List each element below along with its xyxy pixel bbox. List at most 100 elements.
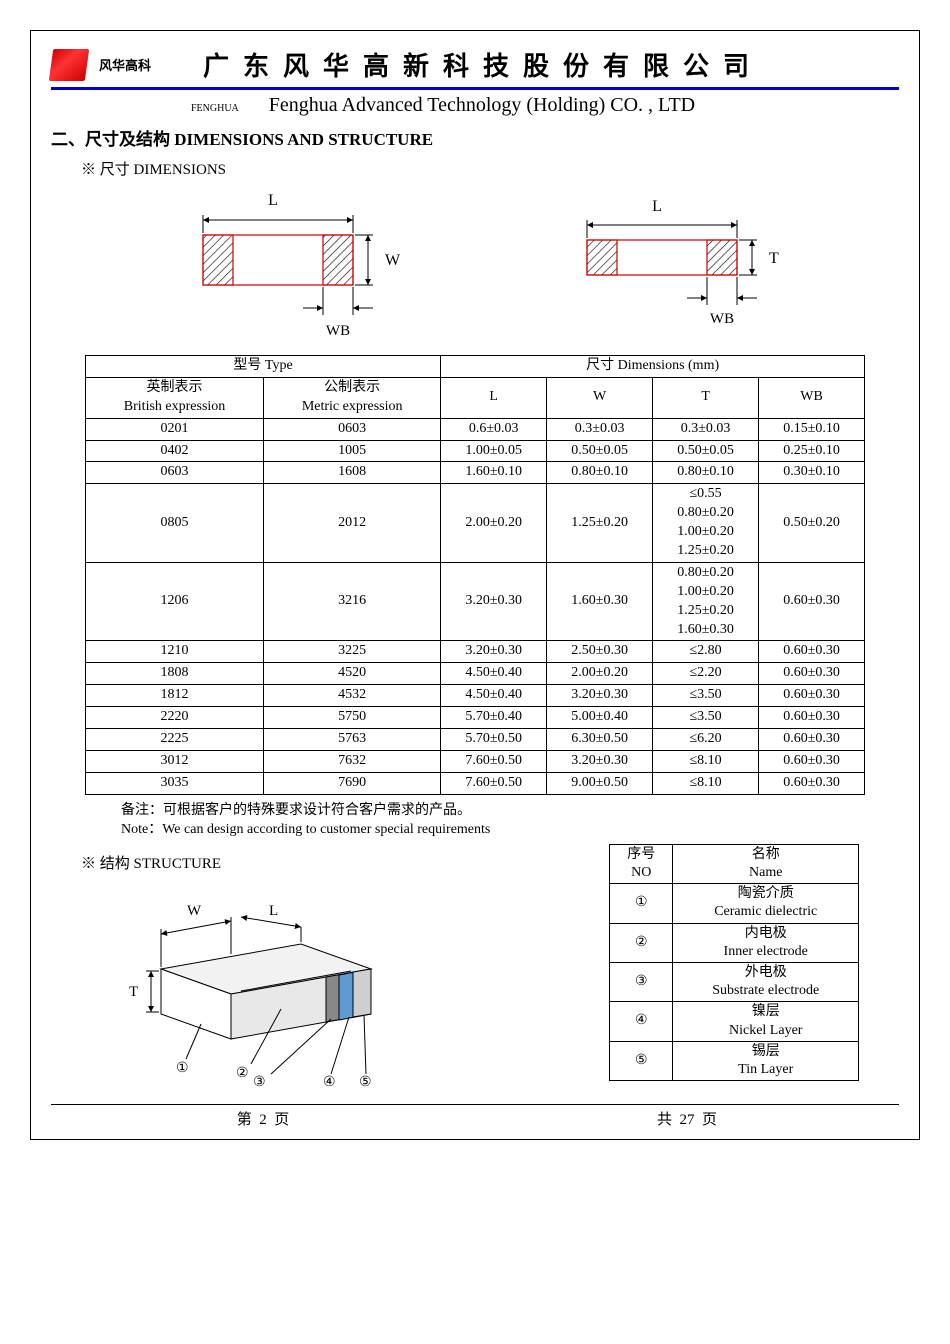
- table-row: 301276327.60±0.503.20±0.30≤8.100.60±0.30: [85, 750, 864, 772]
- cell: 0.80±0.20 1.00±0.20 1.25±0.20 1.60±0.30: [653, 562, 759, 641]
- dimension-diagrams: L W WB L T: [91, 185, 859, 345]
- cell: ≤3.50: [653, 707, 759, 729]
- cell: ≤8.10: [653, 772, 759, 794]
- note-cn: 备注：可根据客户的特殊要求设计符合客户需求的产品。: [121, 801, 899, 821]
- cell: 0.60±0.30: [759, 685, 865, 707]
- cell: 2.00±0.20: [547, 663, 653, 685]
- section-title: 二、尺寸及结构 DIMENSIONS AND STRUCTURE: [51, 125, 899, 150]
- cell: 1206: [85, 562, 263, 641]
- table-row: 120632163.20±0.301.60±0.300.80±0.20 1.00…: [85, 562, 864, 641]
- struct-W: W: [187, 903, 202, 919]
- cell: 0.50±0.05: [653, 440, 759, 462]
- st-h-no: 序号NO: [610, 844, 673, 883]
- dimensions-table: 型号 Type 尺寸 Dimensions (mm) 英制表示British e…: [85, 355, 865, 795]
- label-L: L: [268, 192, 278, 209]
- side-view-diagram: L T WB: [547, 185, 787, 345]
- cell: 0.3±0.03: [653, 418, 759, 440]
- cell: 0.80±0.10: [547, 462, 653, 484]
- table-row: 181245324.50±0.403.20±0.30≤3.500.60±0.30: [85, 685, 864, 707]
- th-L: L: [441, 377, 547, 418]
- cell: 1210: [85, 641, 263, 663]
- cell: 4.50±0.40: [441, 663, 547, 685]
- cell: 3.20±0.30: [441, 562, 547, 641]
- cell: 0.50±0.05: [547, 440, 653, 462]
- label-L2: L: [652, 198, 662, 215]
- cell: ≤2.20: [653, 663, 759, 685]
- cell-name: 外电极Substrate electrode: [673, 963, 859, 1002]
- table-row: ②内电极Inner electrode: [610, 923, 859, 962]
- table-row: ①陶瓷介质Ceramic dielectric: [610, 884, 859, 923]
- label-W: W: [385, 252, 401, 269]
- cell: ≤3.50: [653, 685, 759, 707]
- table-row: 020106030.6±0.030.3±0.030.3±0.030.15±0.1…: [85, 418, 864, 440]
- label-WB: WB: [326, 323, 350, 339]
- table-row: ③外电极Substrate electrode: [610, 963, 859, 1002]
- subsection-dimensions: ※ 尺寸 DIMENSIONS: [81, 158, 899, 179]
- table-row: 080520122.00±0.201.25±0.20≤0.55 0.80±0.2…: [85, 484, 864, 563]
- table-row: 222557635.70±0.506.30±0.50≤6.200.60±0.30: [85, 729, 864, 751]
- cell: 0.60±0.30: [759, 707, 865, 729]
- th-W: W: [547, 377, 653, 418]
- cell: 5.70±0.40: [441, 707, 547, 729]
- st-h-name: 名称Name: [673, 844, 859, 883]
- cell: 4532: [264, 685, 441, 707]
- cell: ≤0.55 0.80±0.20 1.00±0.20 1.25±0.20: [653, 484, 759, 563]
- notes: 备注：可根据客户的特殊要求设计符合客户需求的产品。 Note：We can de…: [121, 801, 899, 840]
- cell: 0.60±0.30: [759, 729, 865, 751]
- cell: 5763: [264, 729, 441, 751]
- cell: ≤6.20: [653, 729, 759, 751]
- cell: 3012: [85, 750, 263, 772]
- cell: 0.50±0.20: [759, 484, 865, 563]
- table-row: 180845204.50±0.402.00±0.20≤2.200.60±0.30: [85, 663, 864, 685]
- cell-no: ⑤: [610, 1041, 673, 1080]
- cell: 3035: [85, 772, 263, 794]
- note-en: Note：We can design according to customer…: [121, 820, 899, 840]
- cell-no: ④: [610, 1002, 673, 1041]
- cell: 0.80±0.10: [653, 462, 759, 484]
- cell-name: 镍层Nickel Layer: [673, 1002, 859, 1041]
- cell: 5.00±0.40: [547, 707, 653, 729]
- callout-4: ④: [323, 1075, 336, 1089]
- cell: 0603: [85, 462, 263, 484]
- cell: 0.3±0.03: [547, 418, 653, 440]
- cell: 0.6±0.03: [441, 418, 547, 440]
- structure-diagram: W L T ① ② ③ ④ ⑤: [91, 879, 421, 1089]
- cell-no: ②: [610, 923, 673, 962]
- cell: 0.25±0.10: [759, 440, 865, 462]
- callout-5: ⑤: [359, 1075, 372, 1089]
- cell: 1808: [85, 663, 263, 685]
- cell-name: 锡层Tin Layer: [673, 1041, 859, 1080]
- footer-right: 共 27 页: [475, 1104, 899, 1129]
- cell: 3.20±0.30: [441, 641, 547, 663]
- table-row: 121032253.20±0.302.50±0.30≤2.800.60±0.30: [85, 641, 864, 663]
- logo-text: 风华高科: [99, 55, 151, 74]
- cell: 2.00±0.20: [441, 484, 547, 563]
- th-type: 型号 Type: [85, 356, 440, 378]
- cell-name: 陶瓷介质Ceramic dielectric: [673, 884, 859, 923]
- cell: 1.25±0.20: [547, 484, 653, 563]
- cell: 6.30±0.50: [547, 729, 653, 751]
- cell: 7690: [264, 772, 441, 794]
- cell: 9.00±0.50: [547, 772, 653, 794]
- th-WB: WB: [759, 377, 865, 418]
- top-view-diagram: L W WB: [163, 185, 403, 345]
- cell: 1.60±0.30: [547, 562, 653, 641]
- table-row: 040210051.00±0.050.50±0.050.50±0.050.25±…: [85, 440, 864, 462]
- cell-no: ③: [610, 963, 673, 1002]
- footer: 第 2 页 共 27 页: [51, 1104, 899, 1129]
- cell: 3.20±0.30: [547, 685, 653, 707]
- cell: ≤2.80: [653, 641, 759, 663]
- cell: 0.30±0.10: [759, 462, 865, 484]
- cell: 2225: [85, 729, 263, 751]
- company-logo-icon: [49, 49, 89, 81]
- table-row: ④镍层Nickel Layer: [610, 1002, 859, 1041]
- cell: 7.60±0.50: [441, 750, 547, 772]
- struct-T: T: [129, 984, 138, 1000]
- table-row: 303576907.60±0.509.00±0.50≤8.100.60±0.30: [85, 772, 864, 794]
- cell: 0.60±0.30: [759, 750, 865, 772]
- cell: 4520: [264, 663, 441, 685]
- label-WB2: WB: [710, 311, 734, 327]
- struct-L: L: [269, 903, 278, 919]
- table-row: ⑤锡层Tin Layer: [610, 1041, 859, 1080]
- cell: 1.60±0.10: [441, 462, 547, 484]
